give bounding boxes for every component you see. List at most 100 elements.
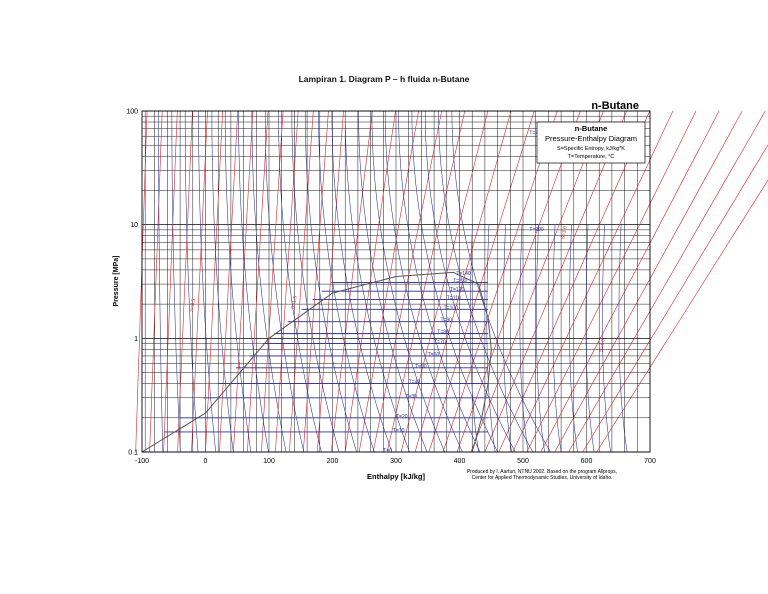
plot-frame	[141, 110, 651, 453]
isentrope-line	[219, 110, 239, 453]
isentrope-line	[233, 110, 254, 453]
isotherm-label: T=100	[444, 305, 459, 311]
isotherm-line	[184, 111, 199, 453]
isotherm-line	[519, 224, 529, 453]
isotherm-label: T=60	[428, 352, 440, 358]
isotherm-line	[358, 110, 428, 453]
isotherm-line	[503, 224, 512, 453]
isotherm-line	[424, 110, 516, 453]
isotherm-line	[569, 224, 578, 453]
isotherm-line	[552, 224, 562, 453]
isotherm-label: T=120	[450, 287, 465, 293]
y-tick-label: 100	[126, 109, 138, 116]
y-axis-label: Pressure [MPa]	[113, 256, 120, 307]
isotherm-label: T=50	[415, 364, 427, 370]
isotherm-line	[536, 224, 545, 453]
x-tick-label: 400	[454, 458, 466, 465]
saturation-curve	[141, 271, 492, 453]
isotherm-label: T=30	[406, 394, 418, 400]
isotherm-line	[211, 111, 234, 453]
isentrope-line	[596, 179, 768, 453]
isotherm-label: T=0	[383, 448, 392, 454]
isotherm-line	[198, 111, 216, 453]
isentrope-line	[177, 110, 193, 453]
isentrope-lines	[135, 110, 768, 453]
x-tick-label: 200	[327, 458, 339, 465]
isentrope-line	[512, 110, 674, 453]
isotherm-line	[304, 110, 357, 453]
isotherm-line	[384, 110, 463, 453]
isentrope-line	[163, 110, 178, 453]
y-tick-labels: 0.1 1 10 100	[126, 109, 138, 457]
isotherm-line	[585, 224, 595, 453]
x-tick-label: 300	[390, 458, 402, 465]
entropy-label: S=1.5	[290, 295, 298, 309]
legend-title: n-Butane	[575, 124, 608, 133]
x-tick-label: -100	[135, 458, 149, 465]
isentrope-line	[414, 110, 512, 453]
legend-line-temperature: T=Temperature, °C	[568, 154, 615, 160]
isentrope-line	[275, 110, 299, 453]
isotherm-label: T=110	[447, 295, 461, 301]
isotherm-line	[171, 110, 181, 453]
isentrope-line	[330, 110, 373, 453]
isotherm-label: T=80	[437, 330, 449, 336]
legend-subtitle: Pressure-Enthalpy Diagram	[545, 134, 637, 143]
x-tick-label: 700	[644, 458, 656, 465]
x-tick-label: 0	[204, 458, 208, 465]
isotherm-lines	[142, 110, 628, 453]
y-tick-label: 0.1	[128, 450, 138, 457]
isentrope-line	[470, 110, 604, 453]
isentrope-line	[303, 110, 329, 453]
isentrope-line	[149, 110, 163, 453]
isentrope-line	[386, 110, 466, 453]
isotherm-line	[618, 224, 628, 453]
isentrope-line	[400, 110, 489, 453]
isotherm-label: T=140	[456, 271, 471, 277]
isentrope-line	[442, 110, 558, 453]
isotherm-line	[224, 111, 252, 453]
legend-box: n-Butane Pressure-Enthalpy Diagram S=Spe…	[536, 121, 646, 164]
isotherm-line	[251, 111, 287, 453]
x-axis-label: Enthalpy [kJ/kg]	[367, 472, 425, 481]
isentrope-line	[344, 110, 396, 453]
isentrope-line	[568, 110, 766, 453]
isotherm-line	[278, 110, 322, 453]
isotherm-line	[344, 110, 410, 453]
x-tick-label: 600	[581, 458, 593, 465]
isotherm-label: T=130	[453, 278, 468, 284]
isotherm-label: T=90	[440, 318, 452, 324]
isotherm-label: T=70	[434, 340, 446, 346]
page-caption: Lampiran 1. Diagram P – h fluida n-Butan…	[298, 74, 470, 84]
isentrope-line	[428, 110, 535, 453]
isotherm-line	[602, 224, 611, 453]
isentrope-line	[498, 110, 650, 453]
isotherm-line	[291, 111, 340, 453]
y-tick-label: 10	[130, 222, 138, 229]
isentrope-line	[554, 110, 743, 453]
credit-line-1: Produced by I. Aartun, NTNU 2002. Based …	[467, 469, 617, 475]
isentrope-line	[289, 110, 314, 453]
entropy-label: S=3.0	[560, 226, 568, 240]
isotherm-label: T=10	[393, 428, 405, 434]
isotherm-line	[438, 110, 534, 453]
isotherm-line	[331, 110, 393, 453]
legend-line-entropy: S=Specific Entropy, kJ/kg*K	[557, 146, 625, 152]
isotherm-line	[238, 110, 269, 453]
x-tick-labels: -100 0 100 200 300 400 500 600 700	[135, 458, 656, 465]
entropy-label: S=4.0	[598, 339, 606, 353]
credit-line-2: Center for Applied Thermodynamic Studies…	[472, 475, 613, 481]
isentrope-line	[358, 110, 419, 453]
isotherm-line	[486, 224, 496, 453]
corner-title: n-Butane	[591, 100, 639, 112]
x-tick-label: 500	[517, 458, 529, 465]
isotherm-line	[411, 110, 498, 453]
isotherm-line	[398, 110, 481, 453]
isentrope-line	[372, 110, 442, 453]
isotherm-line	[318, 110, 375, 453]
isentrope-line	[540, 110, 720, 453]
isotherm-label: T=200	[529, 227, 544, 233]
isotherm-line	[371, 110, 445, 453]
entropy-label: S=0.5	[189, 298, 197, 312]
